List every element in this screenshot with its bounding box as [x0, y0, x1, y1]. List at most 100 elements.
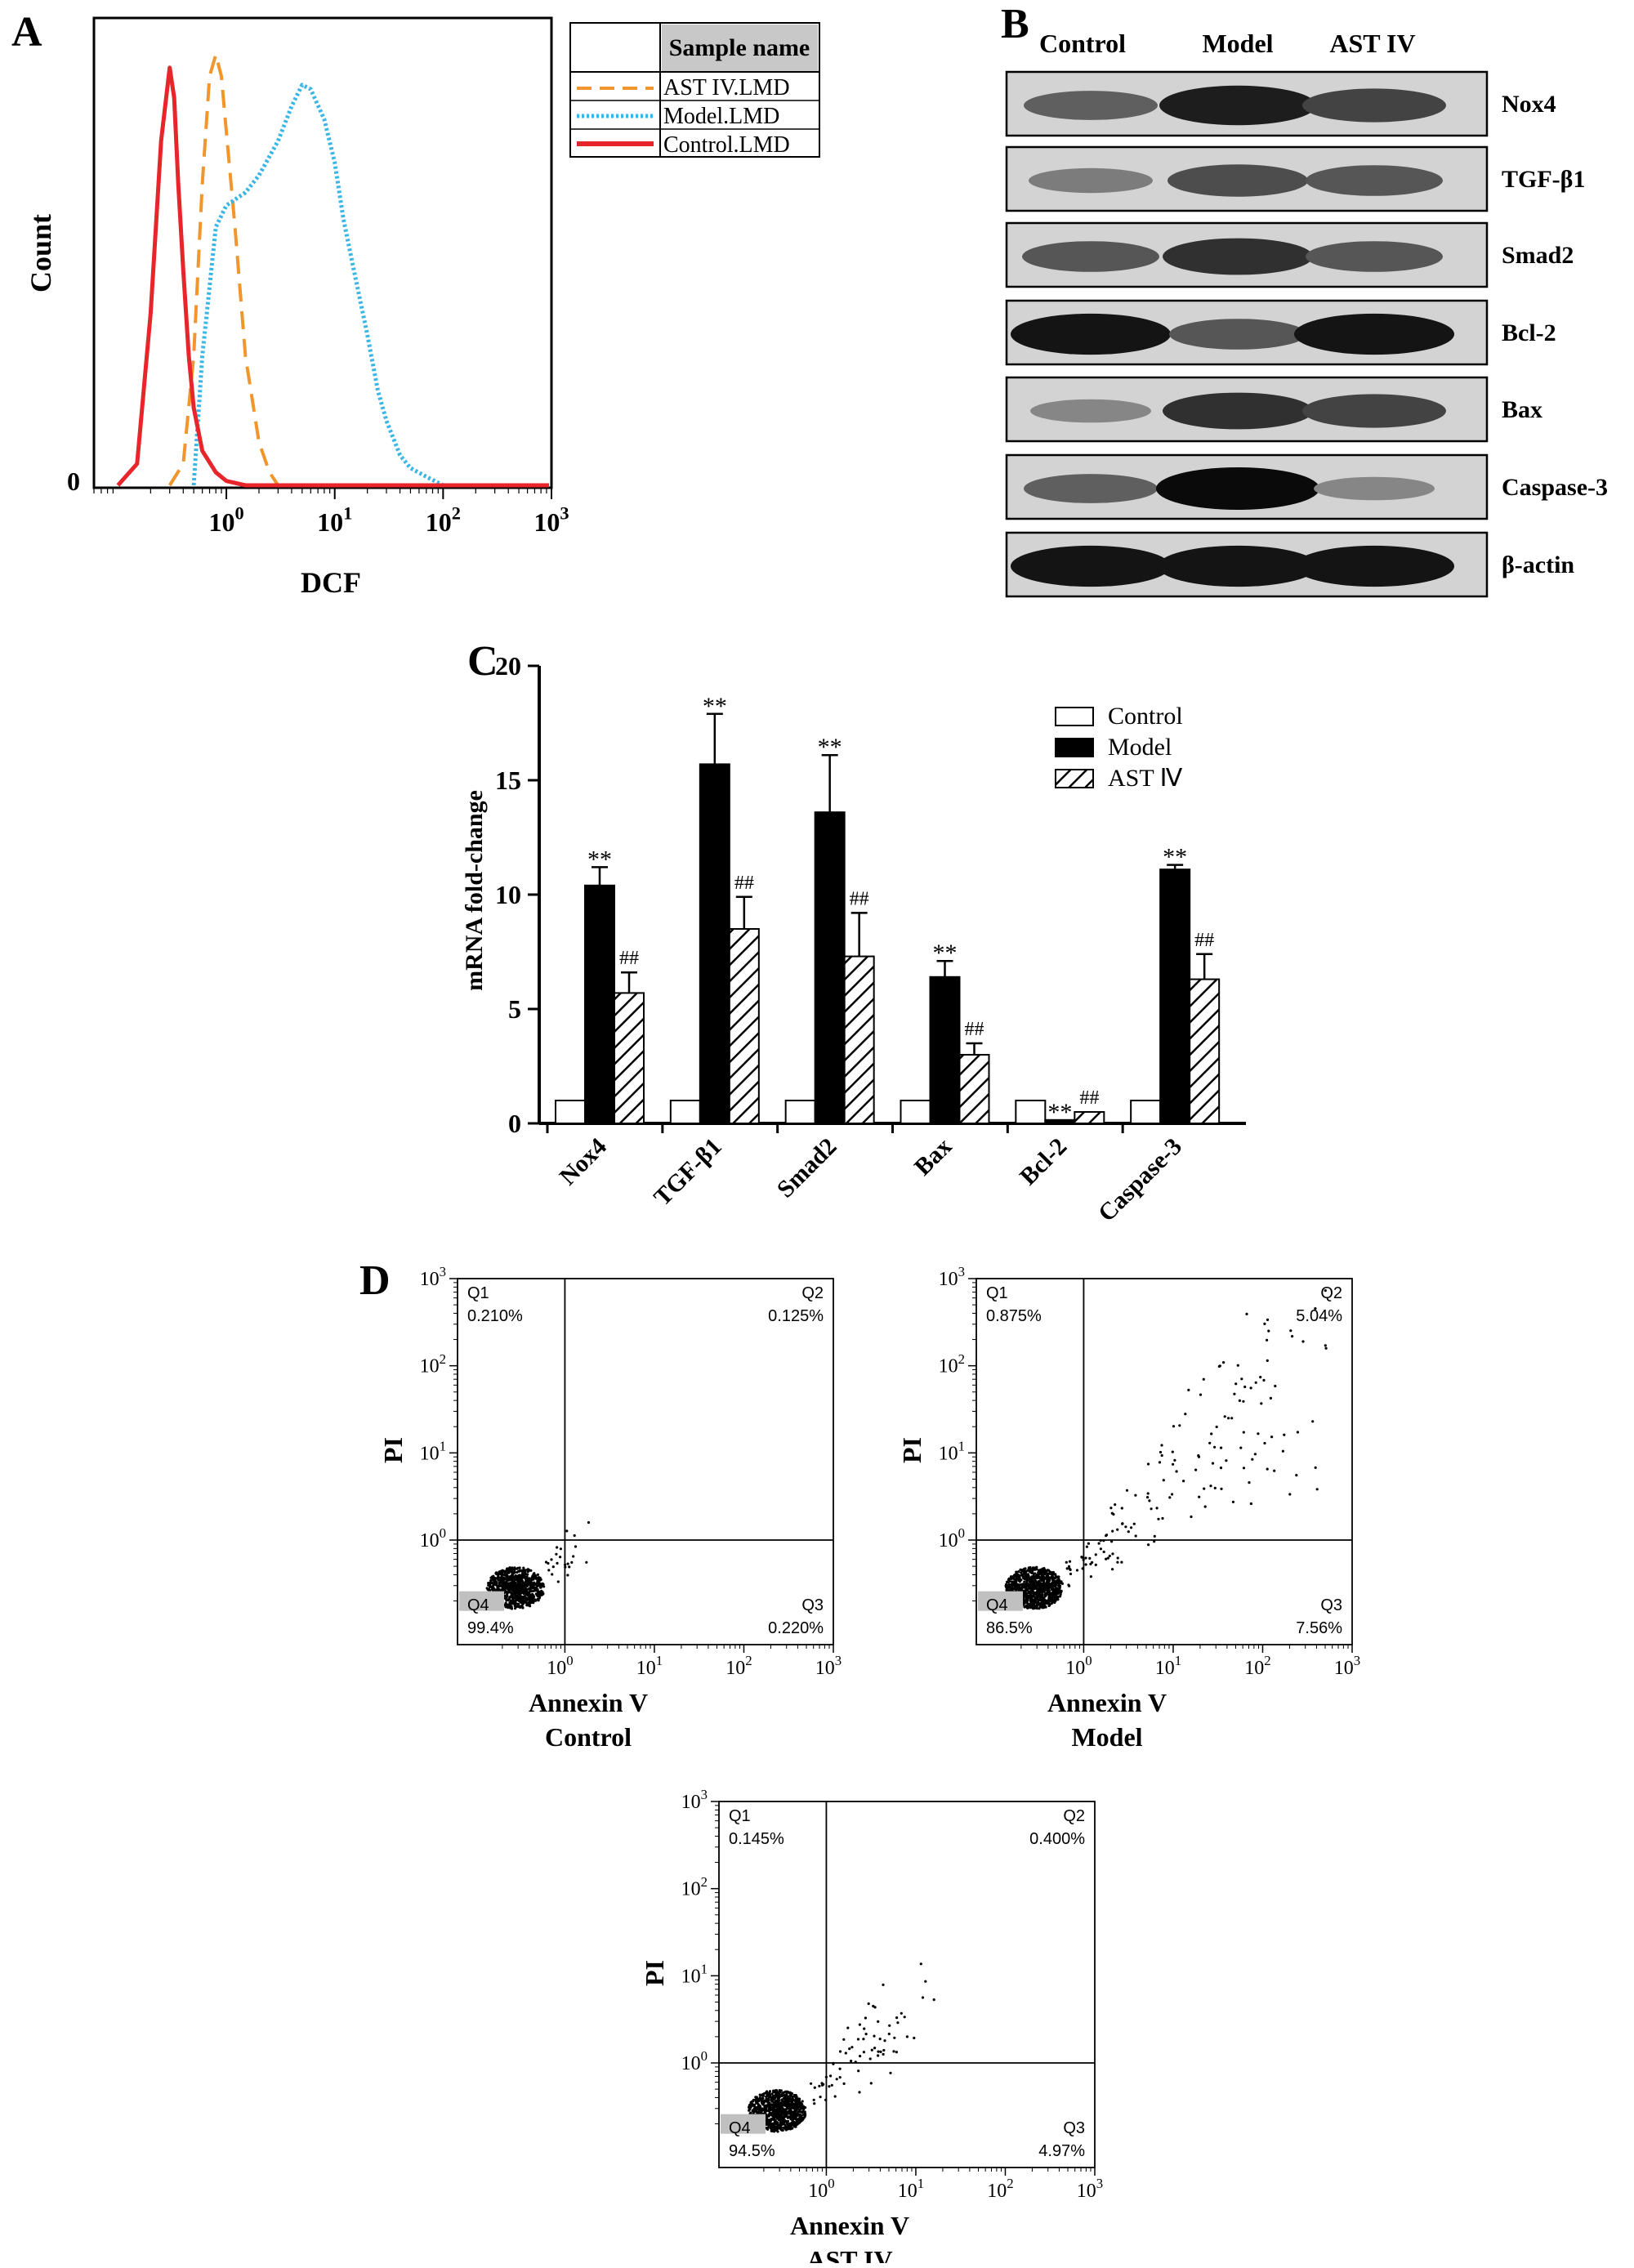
scatter-point: [1034, 1596, 1037, 1600]
scatter-point: [1033, 1575, 1036, 1578]
scatter-point: [1035, 1573, 1039, 1577]
scatter-point: [781, 2092, 784, 2095]
scatter-point: [492, 1583, 496, 1587]
scatter-point: [1030, 1590, 1034, 1593]
scatter-point: [1248, 1481, 1251, 1484]
scatter-point: [1084, 1556, 1087, 1560]
scatter-point: [1108, 1554, 1111, 1558]
scatter-point: [533, 1595, 536, 1598]
scatter-point: [895, 2051, 898, 2054]
scatter-point: [535, 1587, 538, 1591]
scatter-point: [533, 1572, 536, 1575]
legend-header: Sample name: [669, 34, 810, 61]
scatter-y-tick-label: 102: [681, 1874, 708, 1900]
scatter-point: [529, 1598, 532, 1601]
scatter-point: [1046, 1591, 1049, 1594]
scatter-point: [812, 2098, 815, 2101]
scatter-point: [1242, 1467, 1246, 1470]
scatter-point: [1028, 1569, 1031, 1573]
scatter-point: [1283, 1433, 1286, 1436]
scatter-point: [842, 2038, 846, 2041]
scatter-point: [1052, 1584, 1056, 1587]
scatter-point: [751, 2100, 755, 2103]
scatter-point: [1249, 1386, 1252, 1390]
scatter-point: [1050, 1588, 1053, 1592]
scatter-point: [508, 1578, 511, 1582]
scatter-point: [772, 2089, 775, 2092]
scatter-point: [1023, 1578, 1026, 1581]
blot-row: TGF-β1: [1005, 145, 1585, 212]
scatter-point: [748, 2104, 752, 2107]
scatter-point: [505, 1578, 508, 1581]
blot-band: [1302, 88, 1446, 123]
scatter-point: [864, 2033, 868, 2036]
scatter-point: [1039, 1583, 1042, 1586]
scatter-point: [1262, 1378, 1266, 1382]
scatter-point: [772, 2122, 775, 2125]
scatter-x-tick-label: 103: [1334, 1653, 1360, 1679]
scatter-point: [1208, 1441, 1212, 1444]
scatter-point: [850, 2046, 854, 2049]
scatter-point: [1253, 1453, 1257, 1456]
significance-mark: ##: [1079, 1087, 1099, 1109]
scatter-point: [1039, 1594, 1042, 1597]
scatter-point: [766, 2120, 769, 2123]
scatter-point: [1227, 1417, 1230, 1420]
blot-band: [1022, 241, 1159, 272]
scatter-point: [794, 2094, 797, 2097]
scatter-point: [802, 2113, 806, 2116]
scatter-point: [1015, 1570, 1018, 1574]
scatter-point: [879, 2050, 882, 2053]
scatter-point: [496, 1586, 499, 1589]
scatter-point: [1198, 1495, 1201, 1498]
scatter-point: [1219, 1467, 1223, 1470]
scatter-point: [513, 1566, 516, 1569]
scatter-point: [796, 2101, 799, 2105]
scatter-point: [1182, 1480, 1185, 1483]
scatter-point: [502, 1577, 505, 1580]
scatter-point: [533, 1589, 536, 1592]
scatter-point: [798, 2118, 801, 2122]
scatter-point: [888, 2024, 891, 2027]
scatter-point: [1041, 1599, 1044, 1602]
scatter-point: [523, 1589, 526, 1592]
scatter-point: [1178, 1424, 1181, 1427]
panel-c-category-label: Caspase-3: [1093, 1133, 1187, 1227]
scatter-y-tick-label: 101: [681, 1962, 708, 1988]
scatter-point: [1038, 1571, 1042, 1574]
scatter-point: [833, 2095, 837, 2098]
scatter-point: [1009, 1587, 1012, 1590]
scatter-point: [573, 1534, 576, 1538]
scatter-point: [760, 2100, 764, 2103]
scatter-point: [532, 1582, 535, 1585]
scatter-point: [794, 2098, 797, 2101]
scatter-point: [537, 1599, 540, 1602]
blot-band: [1024, 91, 1158, 120]
blot-band: [1159, 85, 1316, 126]
scatter-point: [779, 2113, 783, 2116]
scatter-point: [493, 1588, 497, 1592]
scatter-point: [771, 2126, 775, 2129]
scatter-point: [519, 1599, 522, 1602]
scatter-point: [1324, 1344, 1327, 1347]
scatter-point: [1046, 1585, 1049, 1588]
quadrant-percent: 5.04%: [1296, 1307, 1342, 1325]
scatter-point: [1162, 1479, 1165, 1482]
scatter-point: [751, 2102, 754, 2106]
scatter-point: [525, 1593, 528, 1596]
scatter-point: [502, 1570, 507, 1574]
scatter-point: [1040, 1576, 1043, 1579]
quadrant-percent: 0.400%: [1029, 1830, 1085, 1848]
scatter-point: [536, 1577, 539, 1580]
scatter-point: [770, 2099, 773, 2102]
scatter-point: [887, 2032, 891, 2036]
scatter-y-tick-label: 101: [939, 1439, 965, 1465]
scatter-point: [868, 2057, 872, 2060]
scatter-point: [1017, 1570, 1020, 1574]
scatter-point: [783, 2113, 786, 2117]
scatter-ylabel: PI: [378, 1437, 408, 1463]
scatter-plot-model: Q1 0.875% Q2 5.04% Q4 86.5% Q3 7.56% 100 100 101 10…: [897, 1264, 1360, 1752]
scatter-point: [784, 2128, 788, 2132]
quadrant-percent: 0.145%: [729, 1830, 784, 1848]
scatter-point: [1020, 1587, 1024, 1590]
